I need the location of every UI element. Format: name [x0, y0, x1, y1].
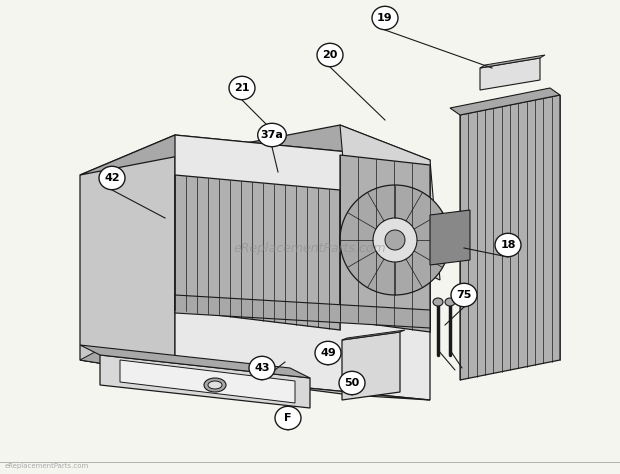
Ellipse shape [315, 341, 341, 365]
Polygon shape [175, 135, 430, 400]
Polygon shape [80, 135, 175, 375]
Text: 75: 75 [456, 290, 472, 300]
Ellipse shape [229, 76, 255, 100]
Text: 18: 18 [500, 240, 516, 250]
Text: 19: 19 [377, 13, 393, 23]
Text: 43: 43 [254, 363, 270, 373]
Polygon shape [340, 125, 440, 280]
Polygon shape [120, 360, 295, 403]
Ellipse shape [339, 371, 365, 395]
Polygon shape [175, 175, 340, 330]
Polygon shape [80, 352, 185, 375]
Polygon shape [80, 345, 310, 378]
Polygon shape [480, 58, 540, 90]
Polygon shape [80, 360, 430, 400]
Circle shape [340, 185, 450, 295]
Text: 50: 50 [344, 378, 360, 388]
Ellipse shape [372, 6, 398, 30]
Text: F: F [284, 413, 292, 423]
Circle shape [385, 230, 405, 250]
Text: eReplacementParts.com: eReplacementParts.com [5, 463, 89, 469]
Ellipse shape [275, 406, 301, 430]
Polygon shape [430, 210, 470, 265]
Ellipse shape [258, 123, 286, 146]
Text: 21: 21 [234, 83, 250, 93]
Ellipse shape [451, 283, 477, 307]
Polygon shape [450, 88, 560, 115]
Polygon shape [175, 295, 430, 328]
Polygon shape [100, 355, 310, 408]
Polygon shape [80, 125, 430, 175]
Text: 42: 42 [104, 173, 120, 183]
Text: 49: 49 [320, 348, 336, 358]
Ellipse shape [99, 166, 125, 190]
Ellipse shape [445, 298, 455, 306]
Ellipse shape [208, 381, 222, 389]
Circle shape [373, 218, 417, 262]
Text: eReplacementParts.com: eReplacementParts.com [234, 241, 386, 255]
Polygon shape [340, 155, 430, 332]
Ellipse shape [495, 233, 521, 257]
Polygon shape [480, 55, 545, 68]
Polygon shape [460, 95, 560, 380]
Polygon shape [342, 332, 400, 400]
Ellipse shape [204, 378, 226, 392]
Text: 37a: 37a [260, 130, 283, 140]
Text: 20: 20 [322, 50, 338, 60]
Ellipse shape [249, 356, 275, 380]
Ellipse shape [317, 43, 343, 67]
Ellipse shape [433, 298, 443, 306]
Polygon shape [342, 330, 405, 340]
